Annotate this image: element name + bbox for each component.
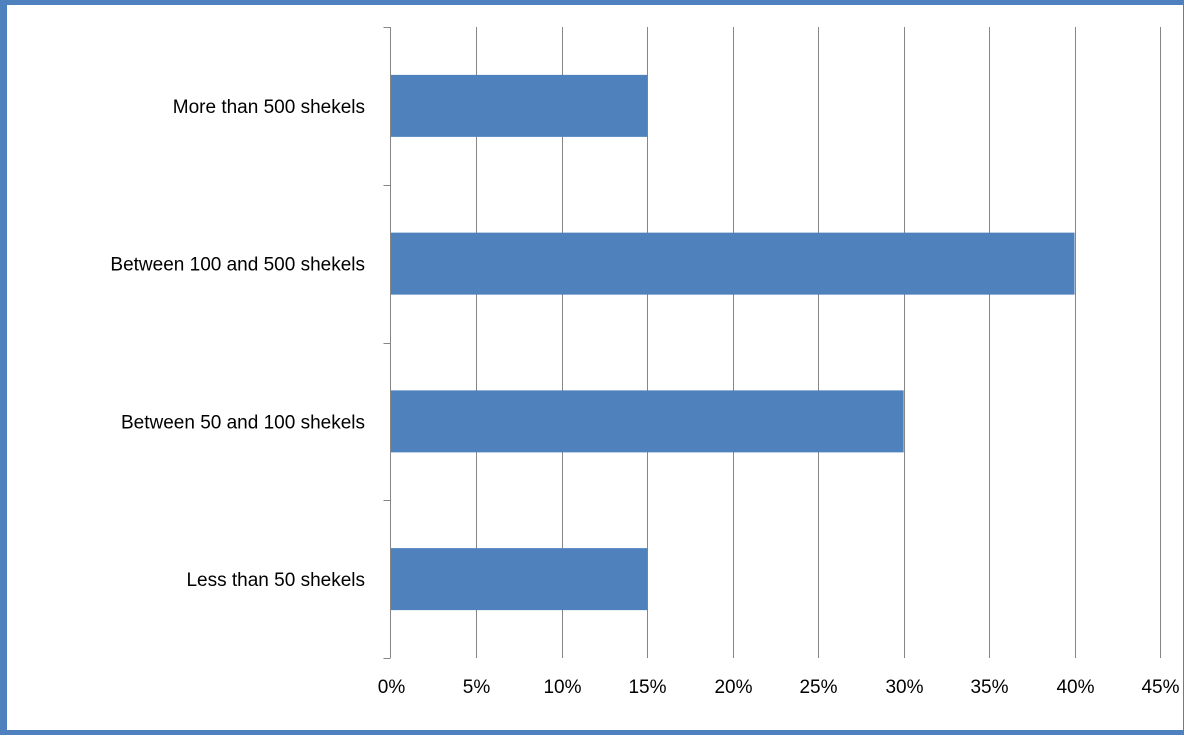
category-label: Less than 50 shekels [186, 570, 365, 591]
category-label: Between 100 and 500 shekels [110, 255, 365, 276]
x-tick-label: 25% [799, 677, 837, 698]
category-label: Between 50 and 100 shekels [121, 412, 365, 433]
category-label: More than 500 shekels [173, 97, 365, 118]
bar [391, 548, 648, 611]
bar [391, 390, 904, 453]
x-tick-label: 35% [970, 677, 1008, 698]
bar [391, 74, 648, 137]
x-tick-label: 20% [714, 677, 752, 698]
x-tick-label: 45% [1141, 677, 1179, 698]
x-tick-label: 15% [628, 677, 666, 698]
bar [391, 232, 1075, 295]
x-tick-label: 30% [885, 677, 923, 698]
x-tick-label: 0% [378, 677, 406, 698]
x-tick-label: 40% [1056, 677, 1094, 698]
x-tick-label: 5% [463, 677, 491, 698]
x-tick-label: 10% [543, 677, 581, 698]
